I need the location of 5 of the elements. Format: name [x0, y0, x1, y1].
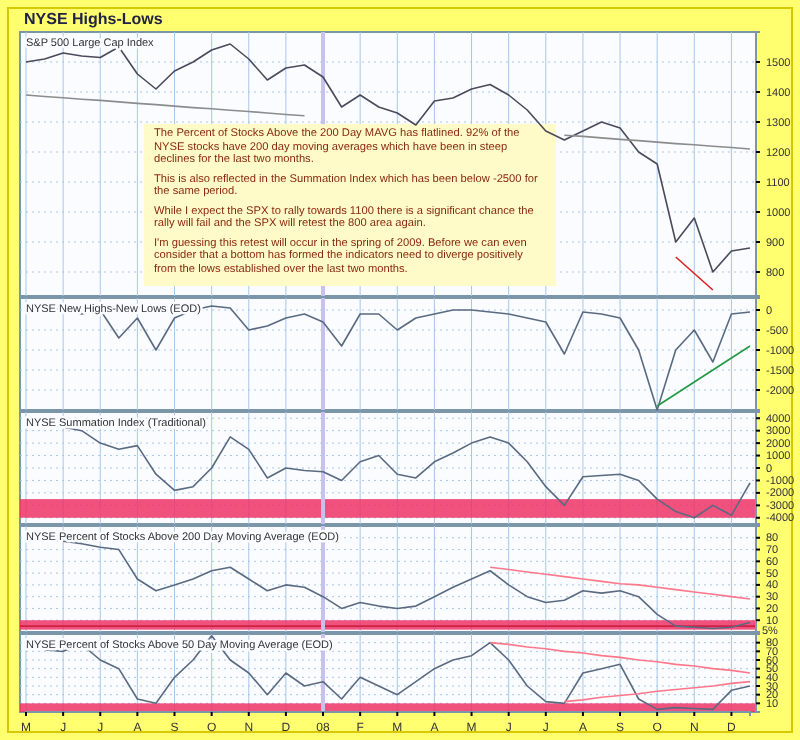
chart-title: NYSE Highs-Lows	[24, 10, 164, 28]
line-series	[563, 680, 751, 703]
line-series	[489, 566, 751, 600]
line-series	[656, 345, 751, 407]
line-series	[489, 641, 751, 674]
